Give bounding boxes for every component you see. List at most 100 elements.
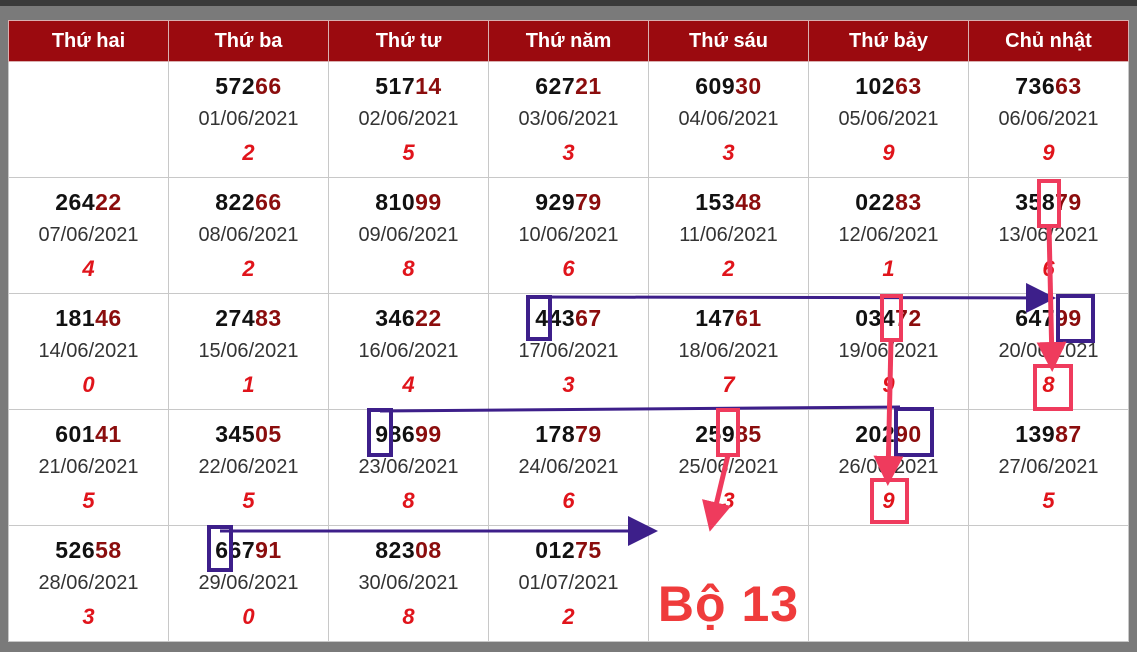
digit-sum: 5 xyxy=(242,487,255,513)
digit-sum: 4 xyxy=(82,255,95,281)
draw-date: 02/06/2021 xyxy=(358,107,459,130)
result-number: 26422 xyxy=(9,187,168,217)
day-cell: 14761 18/06/2021 7 xyxy=(648,293,809,410)
day-cell: 60141 21/06/2021 5 xyxy=(8,409,169,526)
number-tail: 79 xyxy=(1055,188,1082,215)
number-tail: 66 xyxy=(255,72,282,99)
day-cell: 34505 22/06/2021 5 xyxy=(168,409,329,526)
result-number: 13987 xyxy=(969,419,1128,449)
digit-sum: 2 xyxy=(562,603,575,629)
number-tail: 79 xyxy=(575,188,602,215)
result-number: 82266 xyxy=(169,187,328,217)
day-cell: 57266 01/06/2021 2 xyxy=(168,61,329,178)
day-cell: 98699 23/06/2021 8 xyxy=(328,409,489,526)
header-monday: Thứ hai xyxy=(8,20,169,62)
digit-sum: 8 xyxy=(402,603,415,629)
digit-sum: 6 xyxy=(562,487,575,513)
number-tail: 48 xyxy=(735,188,762,215)
number-tail: 90 xyxy=(895,420,922,447)
digit-sum: 9 xyxy=(882,139,895,165)
day-cell: 92979 10/06/2021 6 xyxy=(488,177,649,294)
draw-date: 01/06/2021 xyxy=(198,107,299,130)
day-cell: 26422 07/06/2021 4 xyxy=(8,177,169,294)
number-tail: 61 xyxy=(735,304,762,331)
digit-sum: 2 xyxy=(722,255,735,281)
number-head: 034 xyxy=(855,304,896,331)
result-number: 01275 xyxy=(489,535,648,565)
result-number: 81099 xyxy=(329,187,488,217)
calendar-week-row: 26422 07/06/2021 4 82266 08/06/2021 2 81099 09/… xyxy=(8,177,1129,294)
number-head: 102 xyxy=(855,72,896,99)
draw-date: 29/06/2021 xyxy=(198,571,299,594)
day-cell: 25985 25/06/2021 3 xyxy=(648,409,809,526)
draw-date: 10/06/2021 xyxy=(518,223,619,246)
number-head: 823 xyxy=(375,536,416,563)
draw-date: 18/06/2021 xyxy=(678,339,779,362)
digit-sum: 8 xyxy=(402,487,415,513)
digit-sum: 5 xyxy=(402,139,415,165)
result-label: Bộ 13 xyxy=(657,575,800,632)
number-tail: 66 xyxy=(255,188,282,215)
draw-date: 21/06/2021 xyxy=(38,455,139,478)
number-head: 822 xyxy=(215,188,256,215)
number-tail: 22 xyxy=(415,304,442,331)
number-head: 627 xyxy=(535,72,576,99)
header-wednesday: Thứ tư xyxy=(328,20,489,62)
digit-sum: 3 xyxy=(722,139,735,165)
draw-date: 09/06/2021 xyxy=(358,223,459,246)
day-cell: 27483 15/06/2021 1 xyxy=(168,293,329,410)
number-tail: 05 xyxy=(255,420,282,447)
number-head: 202 xyxy=(855,420,896,447)
digit-sum: 1 xyxy=(882,255,895,281)
digit-sum: 0 xyxy=(242,603,255,629)
result-number: 82308 xyxy=(329,535,488,565)
day-cell: 52658 28/06/2021 3 xyxy=(8,525,169,642)
result-number: 52658 xyxy=(9,535,168,565)
day-cell: 34622 16/06/2021 4 xyxy=(328,293,489,410)
number-tail: 79 xyxy=(575,420,602,447)
draw-date: 07/06/2021 xyxy=(38,223,139,246)
digit-sum: 5 xyxy=(82,487,95,513)
number-head: 139 xyxy=(1015,420,1056,447)
number-tail: 63 xyxy=(895,72,922,99)
day-cell: 73663 06/06/2021 9 xyxy=(968,61,1129,178)
empty-day-cell xyxy=(8,61,169,178)
result-number: 60141 xyxy=(9,419,168,449)
result-number: 25985 xyxy=(649,419,808,449)
number-head: 667 xyxy=(215,536,256,563)
number-tail: 99 xyxy=(1055,304,1082,331)
day-cell: 66791 29/06/2021 0 xyxy=(168,525,329,642)
draw-date: 16/06/2021 xyxy=(358,339,459,362)
header-thursday: Thứ năm xyxy=(488,20,649,62)
number-head: 264 xyxy=(55,188,96,215)
draw-date: 17/06/2021 xyxy=(518,339,619,362)
number-head: 147 xyxy=(695,304,736,331)
digit-sum: 3 xyxy=(562,139,575,165)
number-head: 346 xyxy=(375,304,416,331)
result-number: 20290 xyxy=(809,419,968,449)
result-number: 66791 xyxy=(169,535,328,565)
day-cell: 17879 24/06/2021 6 xyxy=(488,409,649,526)
draw-date: 24/06/2021 xyxy=(518,455,619,478)
number-head: 609 xyxy=(695,72,736,99)
result-number: 34622 xyxy=(329,303,488,333)
result-number: 92979 xyxy=(489,187,648,217)
number-head: 517 xyxy=(375,72,416,99)
number-head: 647 xyxy=(1015,304,1056,331)
number-tail: 91 xyxy=(255,536,282,563)
number-tail: 46 xyxy=(95,304,122,331)
number-head: 986 xyxy=(375,420,416,447)
header-friday: Thứ sáu xyxy=(648,20,809,62)
draw-date: 22/06/2021 xyxy=(198,455,299,478)
number-head: 259 xyxy=(695,420,736,447)
number-tail: 14 xyxy=(415,72,442,99)
result-number: 15348 xyxy=(649,187,808,217)
draw-date: 19/06/2021 xyxy=(838,339,939,362)
day-cell: 10263 05/06/2021 9 xyxy=(808,61,969,178)
digit-sum: 3 xyxy=(722,487,735,513)
weekday-header-row: Thứ hai Thứ ba Thứ tư Thứ năm Thứ sáu Th… xyxy=(8,20,1129,62)
number-tail: 99 xyxy=(415,188,442,215)
number-head: 181 xyxy=(55,304,96,331)
header-saturday: Thứ bảy xyxy=(808,20,969,62)
